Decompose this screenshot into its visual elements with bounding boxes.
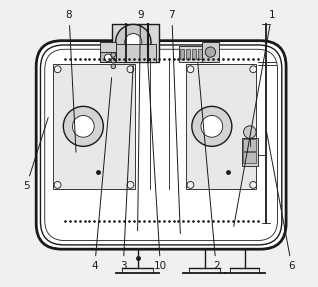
Text: 3: 3: [120, 65, 133, 271]
Text: 8: 8: [66, 10, 76, 152]
Circle shape: [244, 126, 256, 138]
Bar: [53, 63, 135, 189]
Text: 7: 7: [169, 10, 180, 234]
Text: 5: 5: [23, 118, 48, 191]
Text: 4: 4: [92, 78, 112, 271]
Circle shape: [115, 24, 151, 60]
Bar: [115, 44, 156, 62]
Circle shape: [187, 181, 194, 188]
Bar: [242, 138, 258, 166]
Circle shape: [250, 181, 257, 188]
Bar: [202, 42, 219, 62]
Bar: [100, 42, 116, 62]
Circle shape: [111, 64, 115, 69]
Bar: [186, 63, 256, 189]
Circle shape: [201, 115, 223, 137]
Circle shape: [205, 47, 216, 57]
Circle shape: [104, 54, 112, 61]
Text: 9: 9: [137, 10, 144, 231]
Bar: [203, 49, 207, 59]
Bar: [186, 49, 190, 59]
Bar: [112, 24, 159, 62]
Bar: [243, 139, 256, 151]
Text: 10: 10: [148, 61, 167, 271]
Bar: [197, 49, 202, 59]
Circle shape: [127, 66, 134, 73]
Circle shape: [63, 106, 103, 146]
Circle shape: [111, 53, 115, 57]
Bar: [179, 46, 212, 62]
Bar: [100, 52, 116, 62]
Text: 2: 2: [198, 63, 219, 271]
Circle shape: [73, 115, 94, 137]
Bar: [243, 152, 256, 164]
FancyBboxPatch shape: [36, 41, 286, 249]
Circle shape: [192, 106, 232, 146]
Text: 6: 6: [266, 132, 295, 271]
Circle shape: [54, 66, 61, 73]
Circle shape: [111, 58, 115, 63]
Circle shape: [250, 66, 257, 73]
Text: 1: 1: [234, 10, 275, 226]
Circle shape: [187, 66, 194, 73]
Bar: [180, 49, 184, 59]
Circle shape: [127, 181, 134, 188]
Circle shape: [125, 34, 142, 51]
Bar: [192, 49, 196, 59]
Circle shape: [54, 181, 61, 188]
